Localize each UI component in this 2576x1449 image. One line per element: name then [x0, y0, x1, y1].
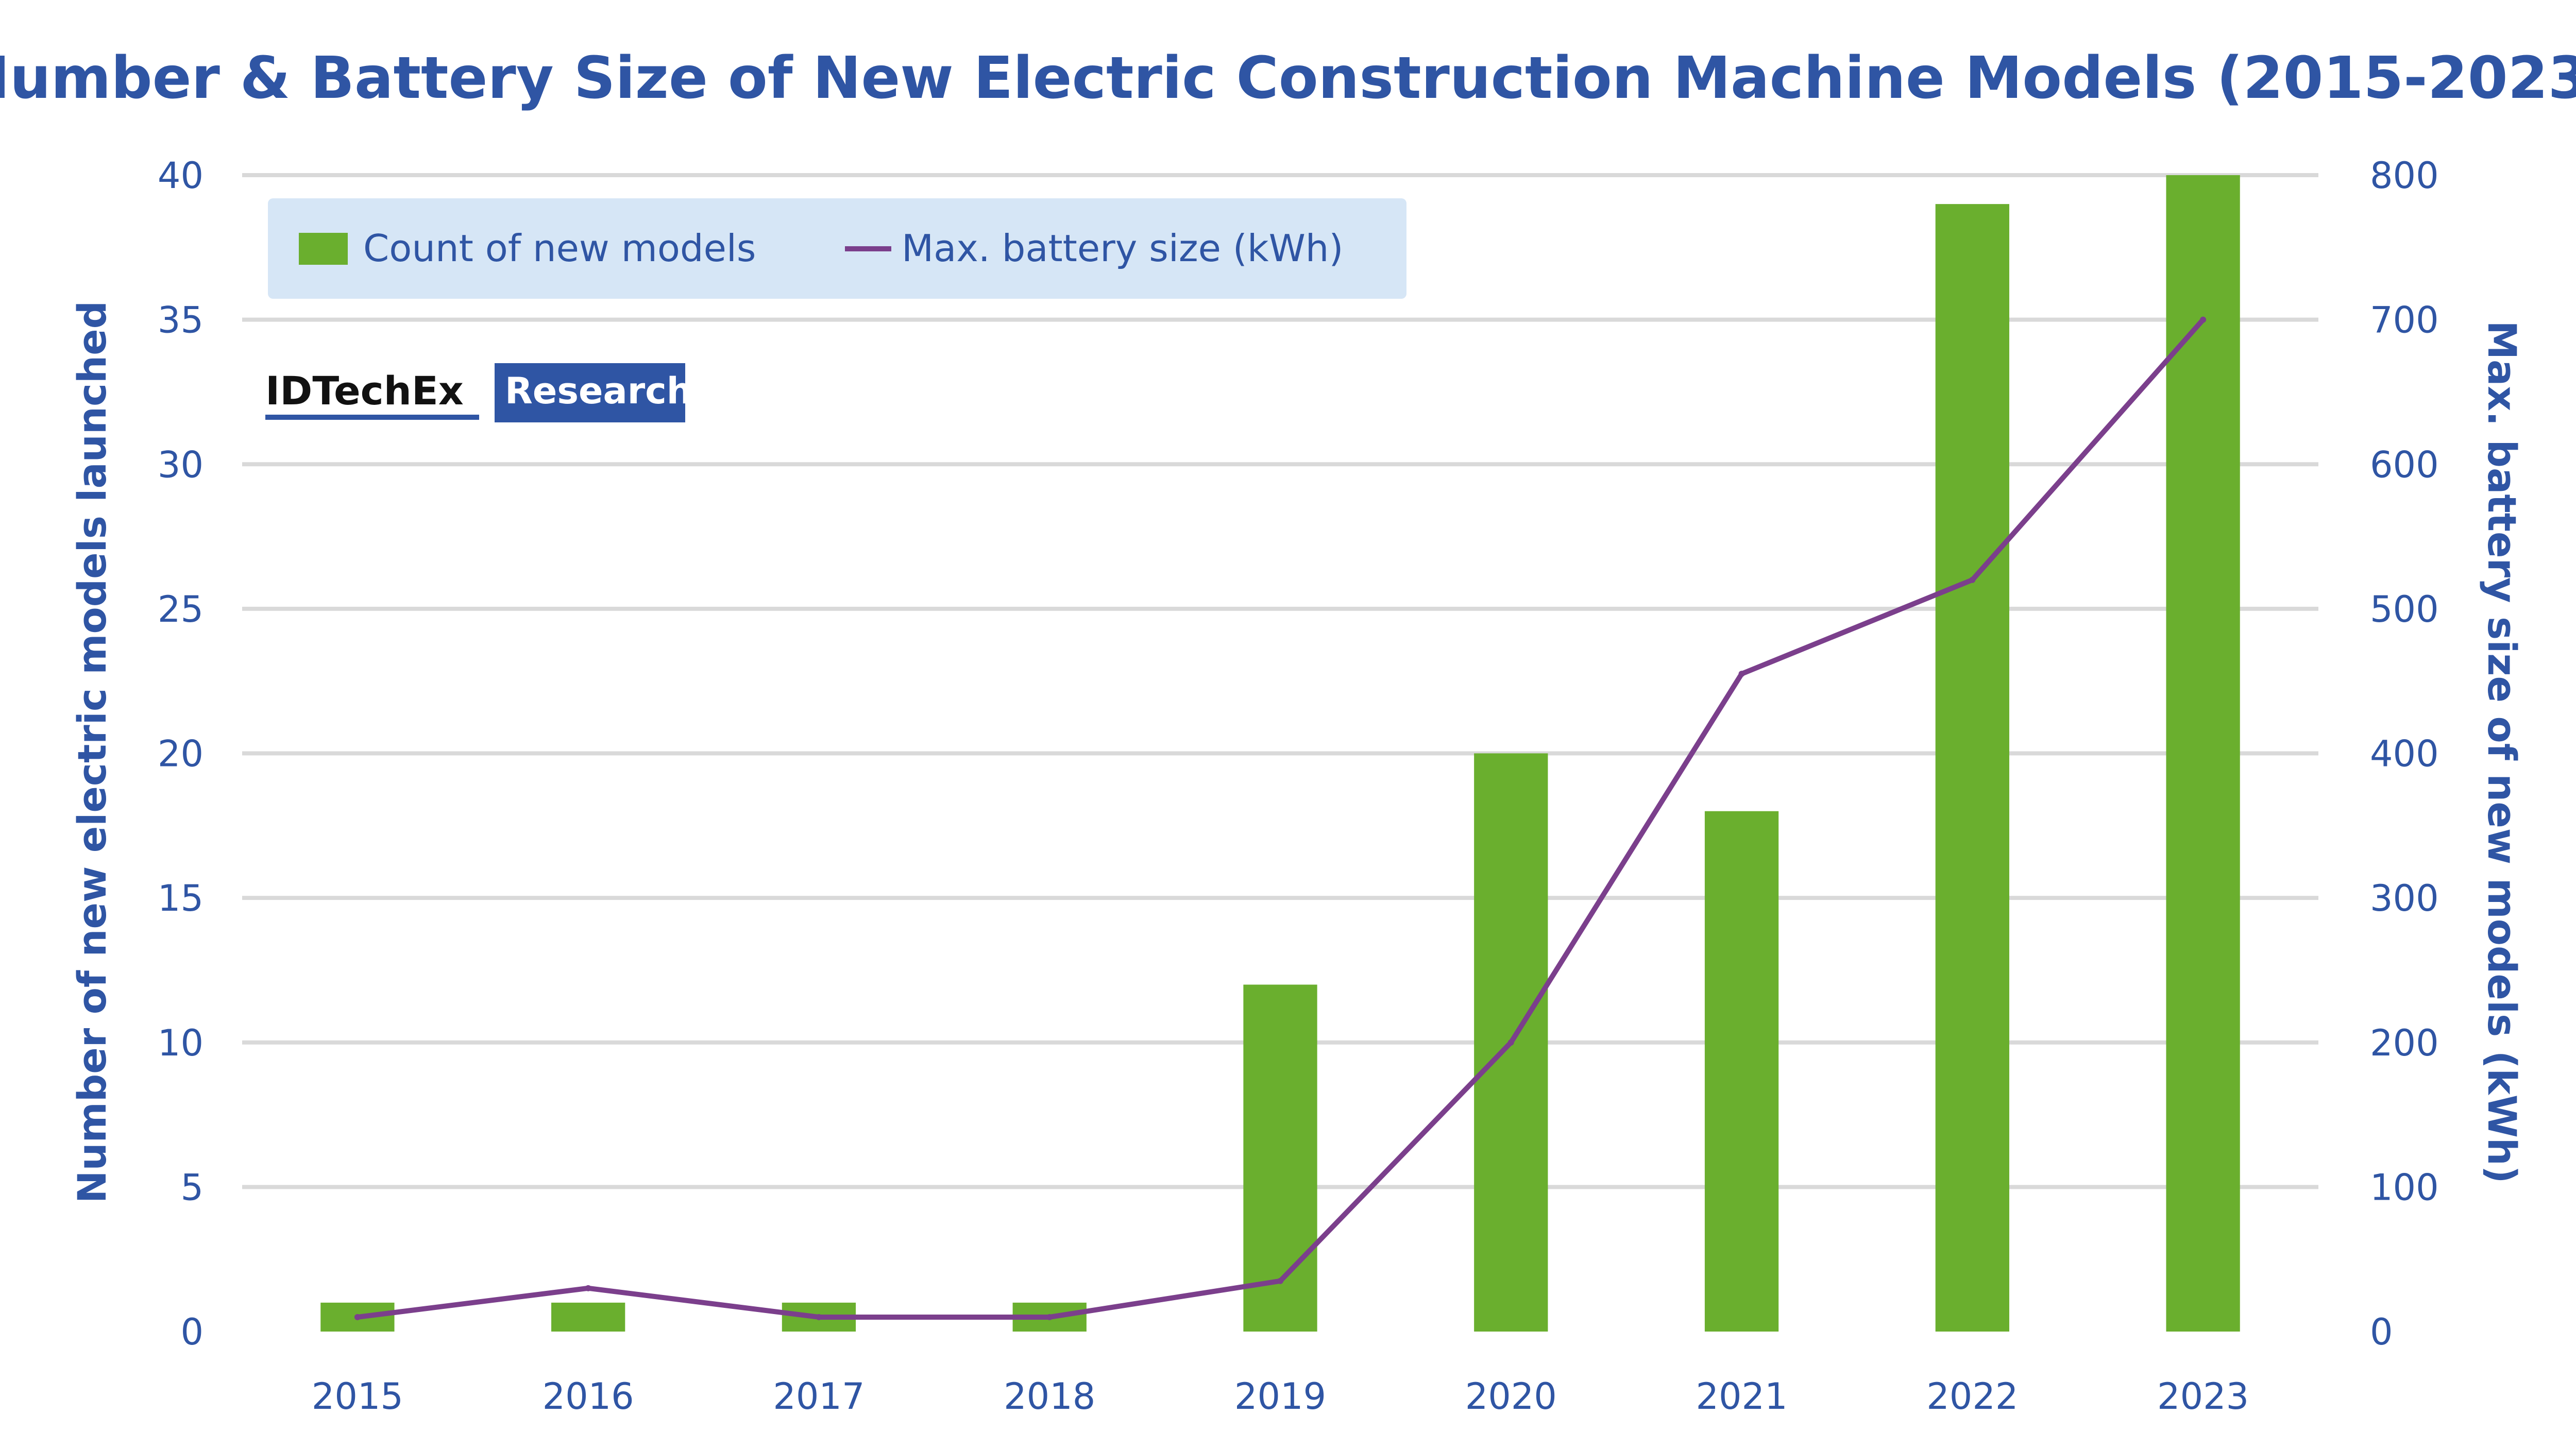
left-axis-title: Number of new electric models launched	[69, 301, 115, 1203]
x-tick-label: 2023	[2157, 1375, 2249, 1418]
brand-logo: IDTechEx Research	[265, 363, 692, 422]
left-tick-label: 0	[180, 1311, 204, 1353]
legend-swatch-bar	[299, 233, 348, 265]
x-tick-label: 2019	[1234, 1375, 1326, 1418]
bar	[1704, 811, 1779, 1332]
brand-tag-box	[495, 363, 685, 422]
right-tick-label: 600	[2370, 444, 2439, 486]
x-tick-label: 2020	[1465, 1375, 1557, 1418]
left-axis-ticks: 0 5 10 15 20 25 30 35 40	[158, 155, 204, 1353]
x-tick-label: 2017	[773, 1375, 865, 1418]
chart-title: Number & Battery Size of New Electric Co…	[0, 45, 2576, 112]
right-tick-label: 200	[2370, 1022, 2439, 1064]
x-tick-label: 2021	[1696, 1375, 1787, 1418]
left-tick-label: 20	[158, 733, 204, 775]
legend-label-bar: Count of new models	[363, 227, 756, 270]
line-point	[585, 1285, 591, 1291]
left-tick-label: 25	[158, 588, 204, 630]
legend-label-line: Max. battery size (kWh)	[902, 227, 1344, 270]
left-tick-label: 10	[158, 1022, 204, 1064]
right-tick-label: 800	[2370, 155, 2439, 197]
right-tick-label: 700	[2370, 299, 2439, 342]
bar	[1243, 984, 1317, 1332]
line-point	[816, 1314, 822, 1320]
line-point	[1738, 671, 1745, 677]
line-point	[1277, 1277, 1283, 1284]
line-point	[1507, 1039, 1514, 1046]
right-tick-label: 300	[2370, 877, 2439, 919]
line-point	[2200, 316, 2207, 323]
bar	[2166, 175, 2240, 1332]
right-tick-label: 0	[2370, 1311, 2393, 1353]
right-axis-title: Max. battery size of new models (kWh)	[2479, 320, 2525, 1183]
line-point	[354, 1314, 361, 1320]
x-tick-label: 2016	[543, 1375, 634, 1418]
right-tick-label: 500	[2370, 588, 2439, 630]
left-tick-label: 30	[158, 444, 204, 486]
right-tick-label: 400	[2370, 733, 2439, 775]
x-tick-label: 2015	[312, 1375, 403, 1418]
bar	[1935, 204, 2009, 1332]
gridlines	[242, 173, 2318, 1189]
bar	[551, 1302, 625, 1332]
x-tick-label: 2022	[1926, 1375, 2018, 1418]
line-point	[1046, 1314, 1053, 1320]
x-tick-label: 2018	[1004, 1375, 1095, 1418]
legend-background	[268, 198, 1406, 299]
x-axis-ticks: 2015 2016 2017 2018 2019 2020 2021 2022 2023	[312, 1375, 2249, 1418]
brand-tag: Research	[505, 370, 692, 412]
right-axis-ticks: 0 100 200 300 400 500 600 700 800	[2370, 155, 2439, 1353]
line-point	[1969, 576, 1976, 583]
left-tick-label: 5	[180, 1166, 204, 1208]
line-series	[354, 316, 2207, 1320]
legend: Count of new models Max. battery size (k…	[268, 198, 1406, 299]
left-tick-label: 35	[158, 299, 204, 342]
left-tick-label: 15	[158, 877, 204, 919]
brand-name: IDTechEx	[265, 368, 464, 414]
left-tick-label: 40	[158, 155, 204, 197]
right-tick-label: 100	[2370, 1166, 2439, 1208]
